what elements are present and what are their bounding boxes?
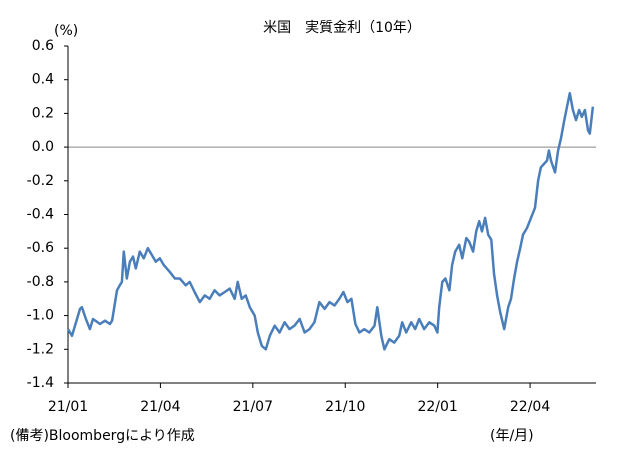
y-tick-label: -0.2 bbox=[27, 173, 54, 189]
y-tick-label: 0.0 bbox=[32, 139, 54, 155]
chart-title: 米国 実質金利（10年） bbox=[263, 20, 421, 36]
y-tick-label: -0.8 bbox=[27, 274, 54, 290]
y-tick-label: -1.4 bbox=[27, 375, 54, 391]
x-tick-label: 21/01 bbox=[48, 399, 88, 415]
source-note: (備考)Bloombergにより作成 bbox=[10, 428, 195, 444]
x-tick-label: 21/10 bbox=[325, 399, 365, 415]
y-tick-label: -0.6 bbox=[27, 240, 54, 256]
y-tick-label: 0.2 bbox=[32, 105, 54, 121]
y-tick-label: -1.2 bbox=[27, 341, 54, 357]
y-tick-label: -1.0 bbox=[27, 308, 54, 324]
x-tick-label: 22/01 bbox=[417, 399, 457, 415]
x-tick-label: 21/04 bbox=[140, 399, 180, 415]
y-tick-label: 0.4 bbox=[32, 72, 54, 88]
y-unit-label: (%) bbox=[54, 23, 78, 39]
x-tick-label: 22/04 bbox=[510, 399, 550, 415]
x-tick-label: 21/07 bbox=[233, 399, 273, 415]
x-unit-label: (年/月) bbox=[490, 428, 534, 444]
y-tick-label: 0.6 bbox=[32, 38, 54, 54]
y-tick-label: -0.4 bbox=[27, 207, 54, 223]
line-series bbox=[66, 91, 595, 351]
